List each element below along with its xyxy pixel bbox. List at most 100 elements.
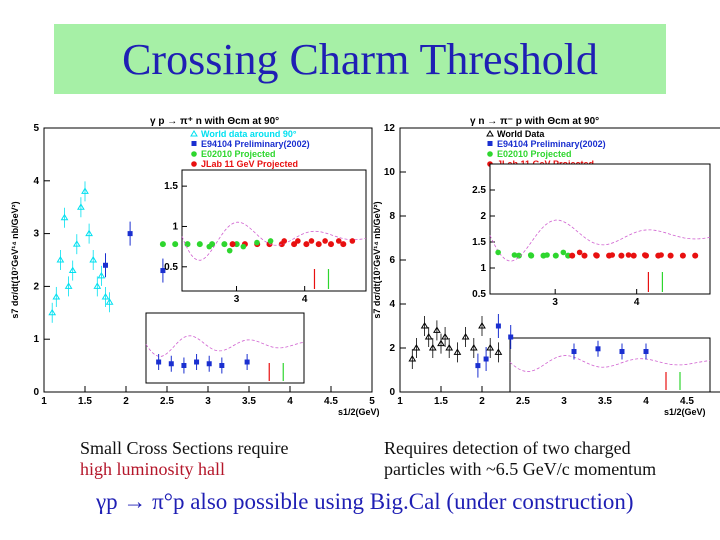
legend-marker bbox=[486, 130, 494, 137]
data-point bbox=[515, 252, 522, 259]
y-tick-label: 2 bbox=[389, 343, 395, 354]
data-point bbox=[475, 363, 481, 369]
inset-bottom-point bbox=[244, 359, 250, 365]
caption-right-line2: particles with ~6.5 GeV/c momentum bbox=[384, 459, 657, 479]
caption-left-line2: high luminosity hall bbox=[80, 459, 226, 479]
inset-point bbox=[335, 238, 342, 244]
inset-y-label: 0.5 bbox=[164, 262, 178, 273]
legend-marker bbox=[190, 130, 198, 137]
data-point bbox=[196, 241, 203, 248]
legend-entry: E94104 Preliminary(2002) bbox=[497, 139, 606, 149]
data-point bbox=[105, 298, 114, 305]
data-point bbox=[97, 271, 106, 279]
data-point bbox=[184, 241, 191, 248]
inset-point bbox=[206, 243, 213, 250]
legend-marker bbox=[191, 151, 197, 157]
data-point bbox=[461, 333, 470, 340]
inset-bottom-point bbox=[181, 363, 187, 368]
data-point bbox=[565, 252, 572, 259]
caption-left-line1: Small Cross Sections require bbox=[80, 438, 289, 458]
inset-point bbox=[308, 238, 315, 244]
inset-point bbox=[625, 252, 632, 258]
data-point bbox=[424, 333, 433, 340]
x-tick-label: 4 bbox=[643, 396, 649, 407]
y-tick-label: 12 bbox=[384, 123, 396, 134]
data-point bbox=[68, 266, 77, 274]
left-x-label: s1/2(GeV) bbox=[338, 407, 380, 417]
inset-bottom-point bbox=[168, 361, 174, 367]
inset-point bbox=[495, 249, 501, 256]
data-point bbox=[508, 334, 514, 340]
data-point bbox=[72, 240, 81, 247]
right-inset-top bbox=[489, 163, 711, 295]
x-tick-label: 1 bbox=[397, 396, 403, 407]
data-point bbox=[692, 252, 699, 259]
left-inset-top bbox=[181, 169, 367, 292]
x-tick-label: 1 bbox=[41, 396, 47, 407]
inset-x-label: 4 bbox=[302, 294, 308, 305]
data-point bbox=[679, 252, 686, 259]
left-y-label: s7 dσ/dt(10⁷GeV¹⁴ nb/GeV²) bbox=[10, 201, 20, 318]
inset-point bbox=[226, 247, 233, 254]
inset-point bbox=[281, 238, 288, 244]
legend-marker bbox=[487, 141, 493, 146]
data-point bbox=[428, 344, 437, 351]
data-point bbox=[303, 241, 310, 248]
y-tick-label: 1 bbox=[33, 334, 39, 345]
inset-point bbox=[642, 252, 648, 258]
data-point bbox=[433, 326, 441, 333]
data-point bbox=[56, 256, 65, 263]
slide-title: Crossing Charm Threshold bbox=[122, 34, 598, 84]
legend-entry: World Data bbox=[497, 129, 545, 139]
inset-y-label: 1.5 bbox=[164, 181, 178, 192]
data-point bbox=[233, 241, 240, 248]
inset-bottom-point bbox=[643, 349, 649, 354]
x-tick-label: 2.5 bbox=[160, 396, 174, 407]
x-tick-label: 1.5 bbox=[434, 396, 448, 407]
inset-y-label: 1 bbox=[480, 263, 486, 274]
data-point bbox=[552, 252, 559, 259]
data-point bbox=[478, 322, 486, 329]
y-tick-label: 6 bbox=[389, 255, 395, 266]
inset-model-curve bbox=[489, 219, 711, 262]
legend-entry: E94104 Preliminary(2002) bbox=[201, 139, 310, 149]
data-point bbox=[160, 268, 166, 274]
data-point bbox=[495, 323, 501, 329]
inset-bottom-point bbox=[156, 359, 162, 365]
data-point bbox=[48, 308, 57, 316]
data-point bbox=[453, 348, 462, 355]
x-tick-label: 3 bbox=[561, 396, 567, 407]
inset-point bbox=[576, 249, 583, 256]
data-point bbox=[494, 348, 503, 355]
data-point bbox=[315, 241, 322, 248]
bottom-text: γp → π°p also possible using Big.Cal (un… bbox=[96, 489, 634, 514]
data-point bbox=[581, 252, 588, 259]
data-point bbox=[420, 322, 429, 329]
title-banner: Crossing Charm Threshold bbox=[54, 24, 666, 94]
data-point bbox=[221, 241, 228, 248]
inset-bottom-point bbox=[194, 359, 200, 365]
left-chart: γ p → π⁺ n with Θcm at 90° s7 dσ/dt(10⁷G… bbox=[10, 116, 380, 417]
data-point bbox=[60, 213, 69, 221]
legend-marker bbox=[191, 161, 197, 167]
x-tick-label: 2 bbox=[123, 396, 129, 407]
inset-y-label: 2 bbox=[480, 211, 486, 222]
data-point bbox=[291, 241, 298, 248]
legend-entry: E02010 Projected bbox=[201, 149, 276, 159]
data-point bbox=[569, 252, 576, 259]
data-point bbox=[172, 241, 179, 248]
right-y-label: s7 dσ/dt(10⁷GeV¹⁴ nb/GeV²) bbox=[372, 201, 382, 318]
inset-x-label: 3 bbox=[234, 294, 240, 305]
x-tick-label: 2 bbox=[479, 396, 485, 407]
data-point bbox=[445, 344, 454, 351]
data-point bbox=[52, 292, 61, 300]
data-point bbox=[127, 231, 133, 237]
inset-bottom-point bbox=[619, 349, 625, 354]
inset-point bbox=[254, 239, 260, 246]
data-point bbox=[159, 241, 166, 248]
x-tick-label: 3.5 bbox=[598, 396, 612, 407]
inset-x-label: 4 bbox=[634, 297, 640, 308]
legend-entry: JLab 11 GeV Projected bbox=[201, 159, 298, 169]
inset-point bbox=[322, 238, 328, 244]
data-point bbox=[618, 252, 625, 259]
